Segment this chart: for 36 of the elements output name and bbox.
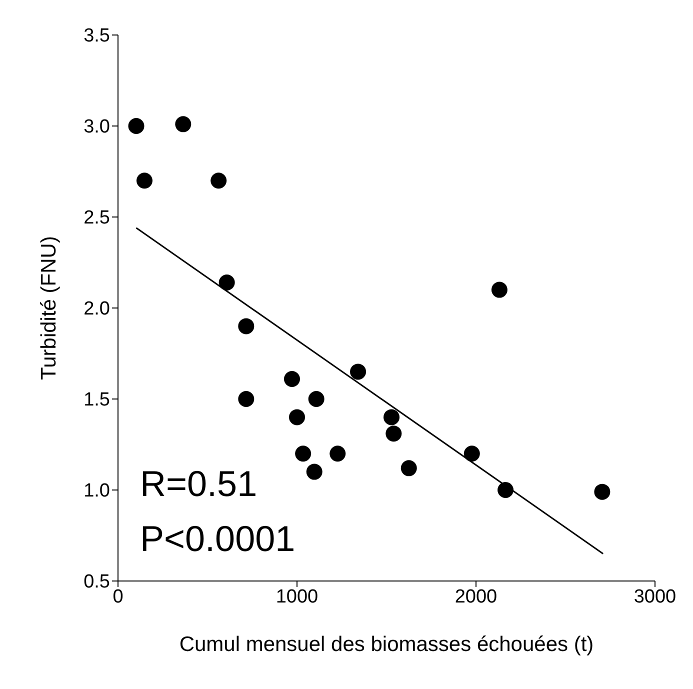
point bbox=[175, 116, 192, 132]
point bbox=[295, 446, 312, 462]
point bbox=[218, 274, 235, 291]
point bbox=[284, 370, 300, 387]
y-tick-label: 3.0 bbox=[84, 116, 110, 138]
y-tick-label: 1.0 bbox=[84, 480, 110, 502]
y-tick-label: 0.5 bbox=[84, 572, 110, 593]
point bbox=[464, 446, 480, 462]
point bbox=[400, 460, 417, 476]
point bbox=[289, 409, 305, 426]
point bbox=[350, 364, 366, 380]
annotation: P<0.0001 bbox=[140, 518, 296, 560]
x-axis-title: Cumul mensuel des biomasses échouées (t) bbox=[179, 633, 594, 656]
point bbox=[308, 391, 324, 407]
y-axis-title: Turbidité (FNU) bbox=[37, 236, 60, 380]
x-tick-label: 3000 bbox=[634, 586, 676, 608]
annotation: R=0.51 bbox=[140, 463, 258, 505]
point bbox=[384, 409, 400, 426]
point bbox=[386, 426, 402, 442]
y-tick-label: 2.0 bbox=[84, 298, 110, 320]
y-tick-label: 3.5 bbox=[84, 26, 110, 47]
point bbox=[498, 482, 514, 498]
point bbox=[238, 391, 254, 407]
x-tick-label: 0 bbox=[112, 586, 124, 608]
point bbox=[238, 318, 254, 334]
y-tick-label: 2.5 bbox=[84, 208, 110, 229]
point bbox=[330, 446, 346, 462]
point bbox=[128, 118, 144, 134]
x-tick-label: 1000 bbox=[276, 586, 318, 608]
point bbox=[210, 172, 227, 189]
point bbox=[306, 464, 322, 480]
point bbox=[491, 282, 508, 298]
point bbox=[136, 172, 152, 189]
x-tick-label: 2000 bbox=[454, 586, 498, 608]
y-tick-label: 1.5 bbox=[84, 390, 110, 411]
point bbox=[594, 484, 610, 500]
